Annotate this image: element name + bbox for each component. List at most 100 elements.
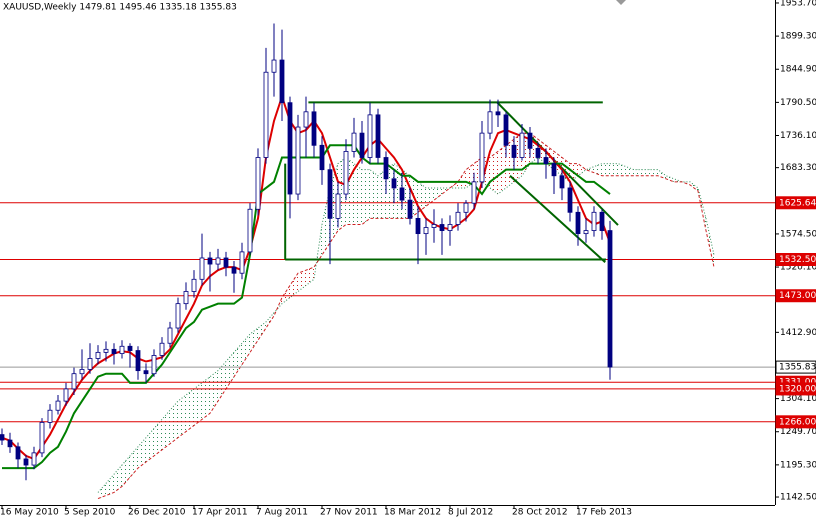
candle-body: [439, 224, 445, 231]
candle-body: [591, 211, 597, 231]
cloud-segment: [458, 169, 466, 188]
candle-body: [183, 291, 189, 305]
cloud-segment: [194, 382, 202, 426]
candle-body: [287, 102, 293, 195]
candle-body: [343, 151, 349, 195]
candle-body: [311, 111, 317, 146]
scroll-marker: [616, 0, 626, 5]
candle-body: [503, 114, 509, 146]
cloud-segment: [626, 166, 634, 176]
y-tick-label: 1953.70: [780, 0, 816, 8]
candle-body: [303, 111, 309, 128]
cloud-segment: [170, 401, 178, 444]
candle-body: [263, 71, 269, 158]
cloud-segment: [666, 175, 674, 182]
candle-body: [231, 266, 237, 274]
candle-body: [0, 434, 5, 441]
candle-body: [455, 211, 461, 225]
candle-body: [359, 132, 365, 158]
cloud-segment: [130, 446, 138, 478]
y-tick-label: 1899.30: [780, 32, 816, 42]
candle-body: [335, 193, 341, 219]
x-tick-label: 5 Sep 2010: [64, 508, 116, 517]
cloud-span-b: [97, 132, 715, 500]
cloud-segment: [146, 428, 154, 463]
candle-body: [487, 111, 493, 134]
candle-body: [63, 388, 69, 402]
cloud-segment: [370, 169, 378, 219]
cloud-segment: [362, 169, 370, 225]
candle-body: [327, 169, 333, 219]
candle-body: [583, 230, 589, 235]
candle-body: [71, 373, 77, 390]
cloud-segment: [202, 376, 210, 420]
candle-body: [295, 126, 301, 195]
candle-body: [175, 303, 181, 329]
candle-body: [255, 157, 261, 210]
cloud-segment: [106, 474, 114, 496]
cloud-segment: [298, 270, 306, 292]
cloud-segment: [690, 181, 698, 191]
x-tick-label: 16 May 2010: [0, 508, 59, 517]
candle-body: [599, 211, 605, 231]
cloud-segment: [378, 169, 386, 219]
candle-body: [367, 114, 373, 158]
cloud-segment: [594, 163, 602, 176]
candle-body: [223, 257, 229, 268]
cloud-segment: [610, 163, 618, 176]
cloud-segment: [154, 419, 162, 456]
cloud-segment: [282, 285, 290, 304]
cloud-segment: [498, 145, 506, 195]
candle-body: [551, 163, 557, 177]
cloud-segment: [578, 163, 586, 176]
candle-body: [471, 181, 477, 204]
candle-body: [23, 458, 29, 466]
y-tick-label: 1142.50: [780, 493, 816, 503]
candle-body: [159, 342, 165, 356]
x-tick-label: 17 Apr 2011: [192, 508, 248, 517]
cloud-segment: [258, 321, 266, 341]
candle-body: [79, 369, 85, 375]
cloud-segment: [418, 181, 426, 213]
candle-body: [383, 157, 389, 180]
candle-body: [391, 178, 397, 189]
cloud-segment: [634, 169, 642, 176]
cloud-segment: [602, 163, 610, 176]
candle-body: [31, 452, 37, 466]
candle-body: [567, 187, 573, 213]
level-label: 1473.00: [779, 291, 816, 301]
candle-body: [215, 257, 221, 265]
candle-body: [375, 114, 381, 158]
indicator-line: [2, 144, 611, 470]
x-tick-label: 18 Mar 2012: [384, 508, 441, 517]
y-tick-label: 1683.30: [780, 163, 816, 173]
x-tick-label: 7 Aug 2011: [256, 508, 308, 517]
candle-body: [111, 348, 117, 354]
level-label-box: [775, 360, 816, 374]
cloud-segment: [138, 437, 146, 469]
x-tick-label: 27 Nov 2011: [320, 508, 378, 517]
x-tick-label: 26 Dec 2010: [128, 508, 186, 517]
candle-body: [575, 211, 581, 235]
cloud-segment: [234, 343, 242, 377]
cloud-segment: [186, 388, 194, 432]
level-label-box: [775, 382, 816, 396]
candle-body: [15, 446, 21, 460]
candle-body: [519, 132, 525, 158]
candle-body: [271, 59, 277, 73]
level-label: 1320.00: [779, 384, 816, 394]
cloud-segment: [306, 267, 314, 286]
candle-body: [55, 400, 61, 411]
candle-body: [119, 345, 125, 354]
candle-body: [167, 327, 173, 344]
cloud-segment: [290, 273, 298, 298]
candle-body: [495, 111, 501, 116]
cloud-segment: [650, 169, 658, 176]
candle-body: [95, 351, 101, 359]
candle-body: [247, 208, 253, 253]
candle-body: [135, 350, 141, 372]
x-tick-label: 28 Oct 2012: [512, 508, 568, 517]
cloud-segment: [162, 410, 170, 450]
